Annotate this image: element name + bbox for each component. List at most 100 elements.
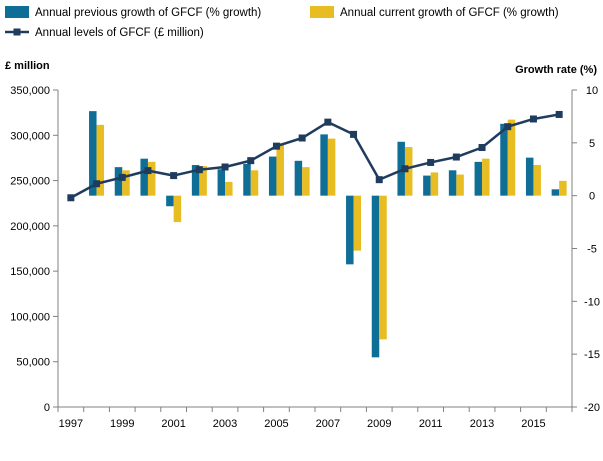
bar-previous-2000 bbox=[140, 158, 148, 196]
level-point-2003 bbox=[221, 163, 229, 171]
x-axis-ticks: 1997 1999 2001 2003 2005 2007 2009 2011 2013 2015 bbox=[57, 407, 573, 430]
bar-current-2008 bbox=[353, 195, 362, 251]
x-tick-label: 2003 bbox=[213, 418, 237, 430]
left-tick-label: 100,000 bbox=[10, 311, 50, 323]
bar-previous-2010 bbox=[397, 141, 405, 196]
bar-previous-1999 bbox=[114, 167, 123, 196]
bar-current-2011 bbox=[430, 172, 439, 196]
bar-previous-2004 bbox=[243, 163, 251, 196]
x-tick-label: 1999 bbox=[110, 418, 134, 430]
bar-current-2000 bbox=[147, 161, 156, 196]
legend-label-1: Annual current growth of GFCF (% growth) bbox=[340, 7, 559, 19]
axes bbox=[57, 90, 573, 408]
level-point-2014 bbox=[504, 123, 512, 131]
bar-previous-1998 bbox=[89, 111, 97, 196]
level-point-2001 bbox=[170, 172, 178, 180]
bar-current-2004 bbox=[250, 170, 259, 196]
right-tick-label: -20 bbox=[584, 402, 600, 414]
left-axis-title: £ million bbox=[5, 60, 50, 72]
left-tick-label: 350,000 bbox=[10, 85, 50, 97]
left-tick-label: 250,000 bbox=[10, 176, 50, 188]
x-tick-label: 2009 bbox=[367, 418, 391, 430]
x-tick-label: 2015 bbox=[521, 418, 545, 430]
level-point-1998 bbox=[93, 180, 101, 188]
x-tick-label: 1997 bbox=[59, 418, 83, 430]
bar-previous-2008 bbox=[346, 195, 354, 265]
level-series-line bbox=[70, 113, 560, 199]
bar-previous-2015 bbox=[525, 157, 534, 196]
right-tick-label: -15 bbox=[584, 349, 600, 361]
bars bbox=[89, 111, 567, 358]
x-tick-label: 2013 bbox=[470, 418, 494, 430]
left-tick-label: 150,000 bbox=[10, 266, 50, 278]
left-tick-label: 0 bbox=[44, 402, 50, 414]
right-tick-label: 10 bbox=[586, 85, 598, 97]
legend: Annual previous growth of GFCF (% growth… bbox=[5, 6, 559, 39]
level-point-1997 bbox=[67, 194, 75, 202]
left-tick-label: 200,000 bbox=[10, 221, 50, 233]
x-tick-label: 2007 bbox=[316, 418, 340, 430]
right-axis-ticks: -20 -15 -10 -5 0 5 10 bbox=[572, 85, 600, 414]
x-tick-label: 2011 bbox=[419, 418, 443, 430]
bar-previous-2005 bbox=[268, 156, 277, 196]
bar-previous-2001 bbox=[166, 195, 174, 207]
legend-label-2: Annual levels of GFCF (£ million) bbox=[35, 27, 204, 39]
bar-current-2009 bbox=[379, 195, 387, 340]
level-point-2016 bbox=[555, 110, 563, 118]
right-tick-label: -10 bbox=[584, 296, 600, 308]
level-point-2015 bbox=[529, 115, 537, 123]
bar-current-1998 bbox=[96, 124, 105, 196]
bar-current-2013 bbox=[482, 158, 490, 196]
level-point-2002 bbox=[195, 166, 203, 174]
bar-previous-2014 bbox=[500, 123, 508, 196]
right-tick-label: 5 bbox=[589, 138, 595, 150]
x-tick-label: 2001 bbox=[161, 418, 185, 430]
left-axis-ticks: 0 50,000 100,000 150,000 200,000 250,000 300,0… bbox=[10, 85, 58, 414]
bar-current-2006 bbox=[302, 167, 310, 196]
level-point-2007 bbox=[324, 118, 332, 126]
level-point-2010 bbox=[401, 165, 409, 173]
bar-previous-2011 bbox=[423, 175, 431, 196]
bar-previous-2007 bbox=[320, 134, 328, 196]
right-tick-label: 0 bbox=[589, 191, 595, 203]
level-point-2000 bbox=[144, 167, 152, 175]
level-point-2008 bbox=[350, 130, 358, 138]
bar-current-2005 bbox=[276, 142, 284, 196]
legend-swatch-1 bbox=[310, 6, 334, 18]
x-tick-label: 2005 bbox=[264, 418, 288, 430]
bar-previous-2006 bbox=[294, 160, 303, 196]
bar-current-1999 bbox=[122, 170, 130, 196]
bar-previous-2009 bbox=[371, 195, 380, 358]
left-tick-label: 50,000 bbox=[16, 357, 50, 369]
bar-previous-2016 bbox=[551, 189, 560, 196]
level-point-2011 bbox=[427, 158, 435, 166]
level-point-2004 bbox=[247, 157, 255, 165]
level-point-2013 bbox=[478, 144, 486, 152]
left-tick-label: 300,000 bbox=[10, 130, 50, 142]
level-point-2012 bbox=[452, 153, 460, 161]
bar-current-2003 bbox=[225, 181, 233, 196]
level-point-2005 bbox=[272, 142, 280, 150]
bar-current-2014 bbox=[507, 119, 516, 196]
bar-current-2001 bbox=[173, 195, 182, 223]
right-axis-title: Growth rate (%) bbox=[515, 64, 597, 76]
legend-marker-2 bbox=[13, 28, 21, 36]
bar-current-2010 bbox=[404, 147, 413, 196]
bar-previous-2003 bbox=[217, 169, 226, 196]
level-point-2009 bbox=[375, 176, 383, 184]
legend-label-0: Annual previous growth of GFCF (% growth… bbox=[35, 7, 261, 19]
level-point-1999 bbox=[118, 173, 126, 181]
bar-previous-2002 bbox=[191, 165, 200, 196]
bar-current-2012 bbox=[456, 174, 464, 196]
legend-swatch-0 bbox=[5, 6, 29, 18]
level-point-2006 bbox=[298, 134, 306, 142]
bar-current-2015 bbox=[533, 165, 541, 196]
bar-previous-2012 bbox=[448, 170, 457, 196]
bar-current-2016 bbox=[559, 180, 567, 196]
bar-current-2002 bbox=[199, 166, 207, 196]
bar-current-2007 bbox=[327, 138, 336, 196]
level-line bbox=[67, 110, 563, 202]
bar-previous-2013 bbox=[474, 161, 483, 196]
